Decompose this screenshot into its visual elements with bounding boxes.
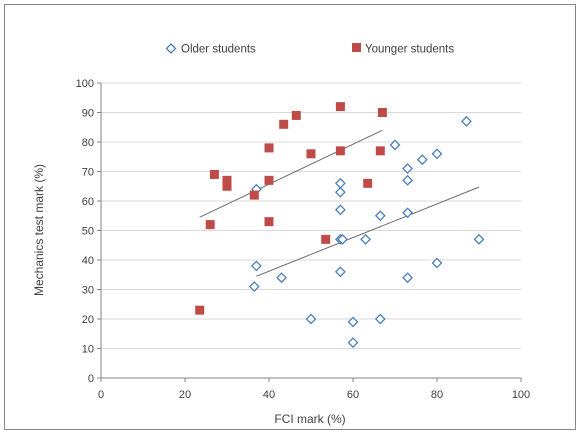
y-tick-label: 50 [82,226,94,238]
x-tick-label: 40 [263,389,275,401]
point-younger [291,110,301,120]
trendlines [199,129,480,277]
point-younger [306,149,316,159]
point-younger [264,143,274,153]
y-tick-label: 80 [82,137,94,149]
point-younger [321,234,331,244]
legend-marker-younger [352,43,361,52]
point-younger [377,108,387,117]
point-older [374,313,386,325]
chart-border [4,4,576,430]
y-tick-label: 70 [82,167,94,179]
x-tick-labels: 0 20 40 60 80 100 [98,389,530,401]
point-older [248,281,260,292]
point-older [473,233,485,245]
legend-label-older: Older students [181,44,256,56]
point-younger [335,102,345,112]
point-younger [205,220,215,230]
point-younger [375,146,385,156]
point-younger [222,181,232,191]
point-older [347,316,359,328]
point-younger [195,305,205,315]
x-tick-label: 80 [431,389,443,401]
point-older [360,233,372,245]
legend: Older students Younger students [165,43,454,56]
trendline-younger [199,129,383,218]
point-older [460,115,472,127]
point-younger [222,175,232,185]
point-younger [335,146,345,156]
x-tick-label: 20 [179,389,191,401]
point-older [389,139,401,151]
point-younger [249,190,259,200]
point-older [402,174,414,186]
point-older [402,272,414,284]
point-older [402,163,414,174]
point-younger [279,119,289,129]
x-tick-label: 100 [512,389,530,401]
point-older [276,272,288,284]
legend-label-younger: Younger students [365,44,454,56]
y-tick-label: 100 [76,78,94,90]
y-tick-label: 0 [88,373,94,385]
point-older [305,313,317,325]
y-tick-labels: 0 10 20 30 40 50 60 70 80 90 100 [76,78,94,385]
axes [97,82,522,382]
point-younger [264,175,274,185]
point-older [431,257,443,269]
y-tick-label: 30 [82,285,94,297]
legend-marker-older [165,43,177,54]
x-tick-label: 0 [98,389,104,401]
data-points [195,102,485,349]
gridlines [101,82,521,349]
point-younger [264,217,274,227]
x-axis-title: FCI mark (%) [274,412,345,426]
y-tick-label: 90 [82,108,94,120]
point-younger [209,169,219,179]
point-older [374,210,386,222]
y-tick-label: 10 [82,344,94,356]
trendline-older [256,186,480,277]
point-older [416,154,428,166]
y-axis-title: Mechanics test mark (%) [32,164,46,296]
point-older [402,207,414,219]
point-older [334,266,346,278]
y-tick-label: 40 [82,255,94,267]
point-older [337,233,348,245]
point-older [334,204,346,216]
point-older [334,186,346,198]
point-older [347,337,359,349]
point-younger [363,178,373,188]
y-tick-label: 60 [82,196,94,208]
x-tick-label: 60 [347,389,359,401]
y-tick-label: 20 [82,314,94,326]
point-older [431,148,443,160]
point-older [250,260,262,272]
